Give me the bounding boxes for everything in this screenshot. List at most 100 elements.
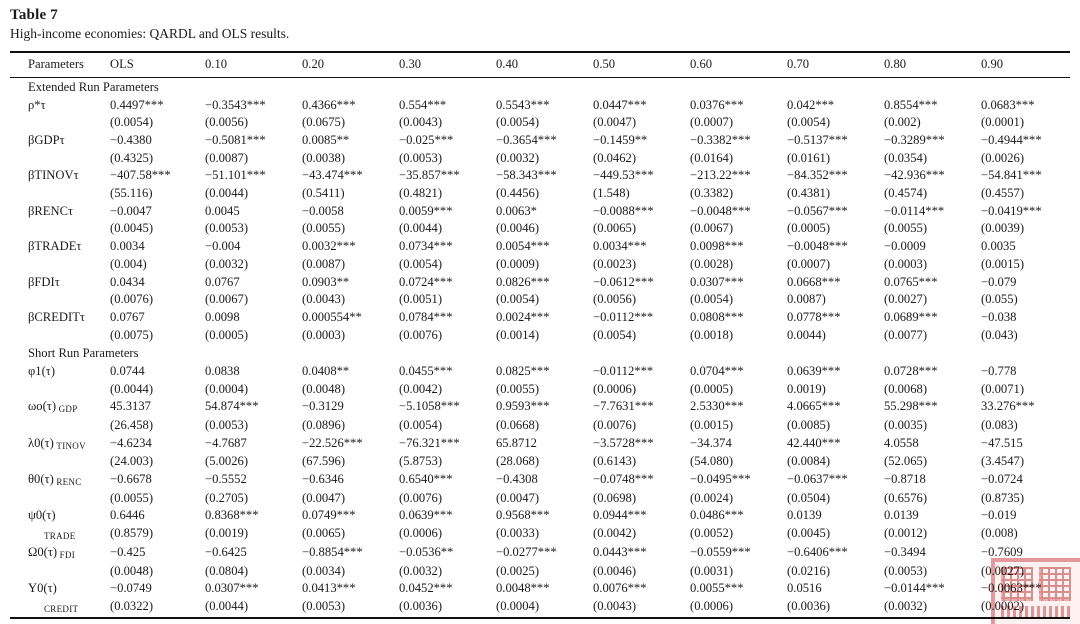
standard-error-row: (24.003) (5.0026) (67.596) (5.8753) (28.068)… bbox=[10, 453, 1070, 471]
standard-error-cell: (0.083) bbox=[981, 417, 1018, 432]
standard-error-cell: (0.0054) bbox=[496, 292, 540, 307]
coefficient-cell: 0.4366*** bbox=[302, 97, 356, 112]
standard-error-cell: (0.0006) bbox=[593, 381, 637, 396]
standard-error-cell: (0.0054) bbox=[110, 115, 154, 130]
standard-error-cell: (0.0322) bbox=[110, 598, 154, 613]
standard-error-cell: (0.0164) bbox=[690, 150, 734, 165]
parameter-subscript-line bbox=[10, 291, 110, 309]
parameter-label: Y0(τ) bbox=[28, 581, 57, 596]
coefficient-cell: 0.0903** bbox=[302, 274, 350, 289]
coefficient-cell: 45.3137 bbox=[110, 399, 151, 414]
standard-error-cell: (0.0216) bbox=[787, 563, 831, 578]
coefficient-row: ωo(τ) GDP 45.3137 54.874*** −0.3129 −5.1058*… bbox=[10, 398, 1070, 417]
standard-error-cell: (0.0006) bbox=[690, 598, 734, 613]
standard-error-cell: (0.0055) bbox=[110, 490, 154, 505]
coefficient-cell: −0.0749 bbox=[110, 581, 152, 596]
standard-error-cell: (0.0036) bbox=[787, 598, 831, 613]
parameter-subscript: TINOV bbox=[53, 440, 86, 451]
coefficient-cell: 0.0639*** bbox=[787, 363, 841, 378]
column-header-0-60: 0.60 bbox=[690, 52, 787, 78]
parameter-subscript-line bbox=[10, 453, 110, 471]
standard-error-cell: (0.0044) bbox=[110, 381, 154, 396]
column-header-0-40: 0.40 bbox=[496, 52, 593, 78]
coefficient-cell: 0.0765*** bbox=[884, 274, 938, 289]
coefficient-cell: 0.0034 bbox=[110, 239, 145, 254]
parameter-label: φ1(τ) bbox=[28, 363, 56, 378]
standard-error-cell: (0.0038) bbox=[302, 150, 346, 165]
standard-error-cell: (0.0047) bbox=[302, 490, 346, 505]
coefficient-cell: 0.0452*** bbox=[399, 581, 453, 596]
standard-error-cell: (0.0032) bbox=[496, 150, 540, 165]
standard-error-cell: (0.0028) bbox=[690, 256, 734, 271]
parameter-subscript-line bbox=[10, 327, 110, 345]
coefficient-cell: −0.8718 bbox=[884, 472, 926, 487]
standard-error-cell: (0.0031) bbox=[690, 563, 734, 578]
standard-error-row: (0.0045) (0.0053) (0.0055) (0.0044) (0.0046)… bbox=[10, 220, 1070, 238]
standard-error-cell: (0.0012) bbox=[884, 526, 928, 541]
coefficient-cell: −0.5137*** bbox=[787, 132, 848, 147]
standard-error-cell: (0.0032) bbox=[399, 563, 443, 578]
coefficient-cell: −84.352*** bbox=[787, 168, 848, 183]
standard-error-row: (55.116) (0.0044) (0.5411) (0.4821) (0.4456)… bbox=[10, 185, 1070, 203]
coefficient-cell: 2.5330*** bbox=[690, 399, 744, 414]
coefficient-cell: −213.22*** bbox=[690, 168, 751, 183]
coefficient-cell: 0.8554*** bbox=[884, 97, 938, 112]
standard-error-cell: (0.0087) bbox=[205, 150, 249, 165]
coefficient-cell: −0.025*** bbox=[399, 132, 454, 147]
standard-error-cell: (0.0053) bbox=[205, 221, 249, 236]
standard-error-cell: (0.0055) bbox=[884, 221, 928, 236]
coefficient-cell: 0.0447*** bbox=[593, 97, 647, 112]
parameter-label: βTINOVτ bbox=[28, 168, 79, 183]
coefficient-cell: 0.0408** bbox=[302, 363, 350, 378]
seal-glyph-icon bbox=[1001, 567, 1033, 601]
coefficient-cell: 0.0307*** bbox=[690, 274, 744, 289]
standard-error-cell: (0.0054) bbox=[496, 115, 540, 130]
parameter-subscript-line bbox=[10, 563, 110, 581]
standard-error-cell: (0.0004) bbox=[496, 598, 540, 613]
standard-error-cell: (0.004) bbox=[110, 256, 147, 271]
standard-error-cell: (0.6576) bbox=[884, 490, 928, 505]
coefficient-cell: 0.0085** bbox=[302, 132, 350, 147]
standard-error-cell: (0.0504) bbox=[787, 490, 831, 505]
coefficient-cell: −0.038 bbox=[981, 309, 1017, 324]
parameter-subscript-line bbox=[10, 490, 110, 508]
standard-error-row: TRADE (0.8579) (0.0019) (0.0065) (0.0006) (0.… bbox=[10, 525, 1070, 544]
coefficient-cell: 0.0055*** bbox=[690, 581, 744, 596]
coefficient-cell: 0.0639*** bbox=[399, 508, 453, 523]
standard-error-cell: (0.0043) bbox=[593, 598, 637, 613]
standard-error-cell: (0.0053) bbox=[399, 150, 443, 165]
standard-error-cell: (0.0076) bbox=[110, 292, 154, 307]
standard-error-cell: (67.596) bbox=[302, 454, 346, 469]
standard-error-cell: (0.0003) bbox=[302, 327, 346, 342]
coefficient-cell: −7.7631*** bbox=[593, 399, 654, 414]
standard-error-cell: (0.0047) bbox=[496, 490, 540, 505]
coefficient-cell: 0.554*** bbox=[399, 97, 447, 112]
coefficient-cell: −0.1459** bbox=[593, 132, 648, 147]
standard-error-cell: (0.0056) bbox=[205, 115, 249, 130]
standard-error-cell: (0.6143) bbox=[593, 454, 637, 469]
coefficient-cell: 0.0704*** bbox=[690, 363, 744, 378]
coefficient-cell: 0.0032*** bbox=[302, 239, 356, 254]
coefficient-cell: −0.4308 bbox=[496, 472, 538, 487]
standard-error-cell: (0.0006) bbox=[399, 526, 443, 541]
standard-error-row: (0.0076) (0.0067) (0.0043) (0.0051) (0.0054)… bbox=[10, 291, 1070, 309]
standard-error-cell: (0.0054) bbox=[787, 115, 831, 130]
standard-error-cell: (0.0004) bbox=[205, 381, 249, 396]
coefficient-cell: −0.5081*** bbox=[205, 132, 266, 147]
coefficient-cell: −0.6346 bbox=[302, 472, 344, 487]
standard-error-cell: (0.055) bbox=[981, 292, 1018, 307]
standard-error-cell: (0.0014) bbox=[496, 327, 540, 342]
coefficient-cell: −0.0114*** bbox=[884, 203, 945, 218]
standard-error-cell: (0.0007) bbox=[787, 256, 831, 271]
coefficient-cell: 65.8712 bbox=[496, 435, 537, 450]
standard-error-cell: (0.0025) bbox=[496, 563, 540, 578]
standard-error-cell: (52.065) bbox=[884, 454, 928, 469]
column-header-0-80: 0.80 bbox=[884, 52, 981, 78]
standard-error-cell: (0.0043) bbox=[302, 292, 346, 307]
standard-error-cell: (0.0071) bbox=[981, 381, 1025, 396]
coefficient-cell: 0.0728*** bbox=[884, 363, 938, 378]
coefficient-cell: 0.0376*** bbox=[690, 97, 744, 112]
parameter-label: βFDIτ bbox=[28, 274, 60, 289]
coefficient-cell: −0.004 bbox=[205, 239, 241, 254]
standard-error-row: (0.0044) (0.0004) (0.0048) (0.0042) (0.0055)… bbox=[10, 381, 1070, 399]
